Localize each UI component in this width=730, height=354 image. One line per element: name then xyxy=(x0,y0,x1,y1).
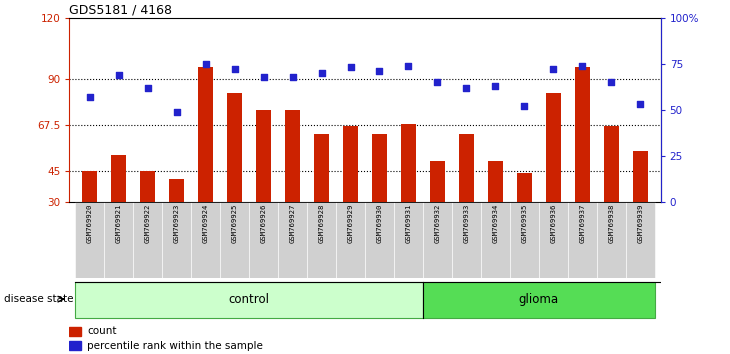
Bar xyxy=(343,126,358,202)
Text: GSM769928: GSM769928 xyxy=(318,204,325,244)
Bar xyxy=(517,173,531,202)
Bar xyxy=(82,171,97,202)
Text: percentile rank within the sample: percentile rank within the sample xyxy=(87,341,263,351)
Bar xyxy=(75,282,423,318)
Text: GSM769925: GSM769925 xyxy=(231,204,237,244)
Bar xyxy=(488,161,503,202)
Point xyxy=(374,68,385,74)
Bar xyxy=(336,202,365,278)
Bar xyxy=(249,202,278,278)
Point xyxy=(287,74,299,79)
Bar xyxy=(69,327,81,336)
Point xyxy=(112,72,124,78)
Point xyxy=(634,101,646,107)
Bar xyxy=(626,202,655,278)
Point xyxy=(315,70,327,76)
Point xyxy=(461,85,472,91)
Text: GSM769934: GSM769934 xyxy=(493,204,499,244)
Text: GDS5181 / 4168: GDS5181 / 4168 xyxy=(69,4,172,17)
Text: GSM769936: GSM769936 xyxy=(550,204,556,244)
Bar xyxy=(162,202,191,278)
Bar xyxy=(633,151,648,202)
Bar xyxy=(191,202,220,278)
Point xyxy=(490,83,502,88)
Bar xyxy=(69,341,81,350)
Text: GSM769927: GSM769927 xyxy=(290,204,296,244)
Bar xyxy=(481,202,510,278)
Bar xyxy=(597,202,626,278)
Text: control: control xyxy=(228,293,269,306)
Point xyxy=(518,103,530,109)
Bar xyxy=(256,110,271,202)
Text: GSM769924: GSM769924 xyxy=(203,204,209,244)
Point xyxy=(577,63,588,68)
Bar xyxy=(539,202,568,278)
Bar xyxy=(75,202,104,278)
Text: GSM769931: GSM769931 xyxy=(405,204,412,244)
Point xyxy=(200,61,212,67)
Bar xyxy=(568,202,597,278)
Bar xyxy=(199,67,213,202)
Point xyxy=(431,79,443,85)
Text: GSM769933: GSM769933 xyxy=(464,204,469,244)
Bar xyxy=(394,202,423,278)
Bar xyxy=(510,202,539,278)
Bar xyxy=(372,134,387,202)
Bar xyxy=(402,124,415,202)
Text: glioma: glioma xyxy=(519,293,559,306)
Text: count: count xyxy=(87,326,117,336)
Bar xyxy=(459,134,474,202)
Point xyxy=(258,74,269,79)
Bar xyxy=(307,202,336,278)
Point xyxy=(142,85,153,91)
Bar xyxy=(104,202,133,278)
Bar xyxy=(423,202,452,278)
Bar xyxy=(546,93,561,202)
Point xyxy=(548,67,559,72)
Text: disease state: disease state xyxy=(4,294,73,304)
Text: GSM769929: GSM769929 xyxy=(347,204,353,244)
Point xyxy=(171,109,182,114)
Text: GSM769930: GSM769930 xyxy=(377,204,383,244)
Bar xyxy=(452,202,481,278)
Bar xyxy=(430,161,445,202)
Text: GSM769935: GSM769935 xyxy=(521,204,527,244)
Bar xyxy=(278,202,307,278)
Bar xyxy=(285,110,300,202)
Bar xyxy=(227,93,242,202)
Bar xyxy=(423,282,655,318)
Text: GSM769938: GSM769938 xyxy=(608,204,615,244)
Text: GSM769932: GSM769932 xyxy=(434,204,440,244)
Text: GSM769939: GSM769939 xyxy=(637,204,643,244)
Bar xyxy=(604,126,618,202)
Text: GSM769921: GSM769921 xyxy=(115,204,122,244)
Point xyxy=(84,94,96,100)
Bar xyxy=(112,155,126,202)
Text: GSM769937: GSM769937 xyxy=(580,204,585,244)
Text: GSM769922: GSM769922 xyxy=(145,204,150,244)
Point xyxy=(606,79,618,85)
Bar xyxy=(140,171,155,202)
Bar xyxy=(315,134,328,202)
Bar xyxy=(365,202,394,278)
Bar xyxy=(169,179,184,202)
Point xyxy=(403,63,415,68)
Text: GSM769920: GSM769920 xyxy=(87,204,93,244)
Bar xyxy=(575,67,590,202)
Point xyxy=(228,67,240,72)
Text: GSM769926: GSM769926 xyxy=(261,204,266,244)
Text: GSM769923: GSM769923 xyxy=(174,204,180,244)
Point xyxy=(345,64,356,70)
Bar xyxy=(133,202,162,278)
Bar xyxy=(220,202,249,278)
